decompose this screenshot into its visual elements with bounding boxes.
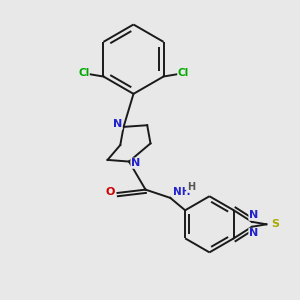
Text: N: N <box>249 228 258 239</box>
Text: N: N <box>113 119 122 129</box>
Text: N: N <box>249 210 258 220</box>
Text: S: S <box>272 219 280 229</box>
Text: NH: NH <box>173 187 190 197</box>
Text: N: N <box>131 158 140 168</box>
Text: O: O <box>106 187 115 197</box>
Text: Cl: Cl <box>178 68 189 78</box>
Text: Cl: Cl <box>78 68 89 78</box>
Text: H: H <box>187 182 195 192</box>
